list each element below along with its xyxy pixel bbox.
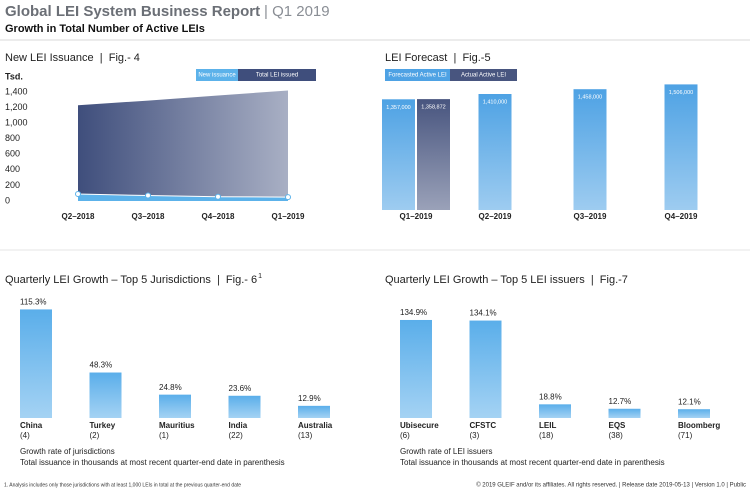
point xyxy=(75,190,81,197)
report-period: | Q1 2019 xyxy=(264,3,330,20)
y-tick-label: 600 xyxy=(5,149,20,159)
y-tick-label: 1,400 xyxy=(5,86,28,96)
value-label: 1,458,000 xyxy=(578,95,602,101)
x-tick-label: EQS xyxy=(609,421,627,430)
value-label: 12.7% xyxy=(609,397,632,406)
x-tick-sublabel: (1) xyxy=(159,431,169,440)
x-tick-label: Mauritius xyxy=(159,421,195,430)
value-label: 12.1% xyxy=(678,397,701,406)
bar xyxy=(20,309,52,418)
value-label: 115.3% xyxy=(20,298,47,307)
value-label: 48.3% xyxy=(90,361,113,370)
value-label: 1,506,000 xyxy=(669,90,693,96)
x-tick-sublabel: (3) xyxy=(470,431,480,440)
x-tick-label: CFSTC xyxy=(470,421,497,430)
x-tick-sublabel: (18) xyxy=(539,431,554,440)
point xyxy=(285,194,291,201)
x-tick-label: India xyxy=(229,421,248,430)
x-tick-label: China xyxy=(20,421,43,430)
legend-label: Total LEI issued xyxy=(256,73,298,79)
y-tick-label: 800 xyxy=(5,133,20,143)
x-tick-sublabel: (2) xyxy=(90,431,100,440)
x-tick-sublabel: (38) xyxy=(609,431,624,440)
bar xyxy=(417,99,450,210)
value-label: 1,410,000 xyxy=(483,99,507,105)
x-tick-label: Ubisecure xyxy=(400,421,439,430)
x-tick-label: Turkey xyxy=(90,421,116,430)
area xyxy=(78,193,288,201)
x-tick-label: Q3–2019 xyxy=(574,212,607,221)
x-tick-label: Q1–2019 xyxy=(272,212,305,221)
bar xyxy=(89,372,122,418)
x-tick-label: Q4–2019 xyxy=(665,212,698,221)
bar xyxy=(664,84,698,210)
footnote: 1. Analysis includes only those jurisdic… xyxy=(4,482,241,488)
legend-label: New issuance xyxy=(198,73,236,79)
x-tick-label: LEIL xyxy=(539,421,556,430)
chart-title: New LEI Issuance | Fig.- 4 xyxy=(5,52,140,64)
line xyxy=(77,193,289,198)
footer: © 2019 GLEIF and/or its affiliates. All … xyxy=(476,482,746,489)
y-tick-label: 1,200 xyxy=(5,102,28,112)
chart-title: Quarterly LEI Growth – Top 5 Jurisdictio… xyxy=(5,274,257,286)
x-tick-label: Q2–2018 xyxy=(62,212,95,221)
legend-swatch xyxy=(385,69,450,81)
bar xyxy=(678,409,710,418)
x-tick-label: Q2–2019 xyxy=(479,212,512,221)
value-label: 1,358,872 xyxy=(421,105,445,111)
value-label: 18.8% xyxy=(539,392,562,401)
x-tick-label: Q4–2018 xyxy=(202,212,235,221)
note: Growth rate of jurisdictions xyxy=(20,447,115,456)
x-tick-label: Q3–2018 xyxy=(132,212,165,221)
y-tick-label: 1,000 xyxy=(5,118,28,128)
x-tick-label: Australia xyxy=(298,421,333,430)
legend-label: Actual Active LEI xyxy=(461,73,506,79)
x-tick-sublabel: (71) xyxy=(678,431,693,440)
y-tick-label: 0 xyxy=(5,195,10,205)
x-tick-label: Bloomberg xyxy=(678,421,720,430)
note: Total issuance in thousands at most rece… xyxy=(400,458,665,467)
bar xyxy=(400,319,432,418)
x-tick-sublabel: (6) xyxy=(400,431,410,440)
bar xyxy=(539,404,571,418)
x-tick-sublabel: (4) xyxy=(20,431,30,440)
x-tick-sublabel: (22) xyxy=(229,431,244,440)
point xyxy=(215,193,221,200)
bar xyxy=(298,405,330,418)
y-tick-label: 200 xyxy=(5,180,20,190)
legend-label: Forecasted Active LEI xyxy=(388,73,447,79)
chart-title: LEI Forecast | Fig.-5 xyxy=(385,52,491,64)
bar xyxy=(478,94,512,210)
bar xyxy=(469,320,502,418)
legend-swatch xyxy=(450,69,517,81)
bar xyxy=(228,395,261,418)
legend-swatch xyxy=(238,69,316,81)
area xyxy=(78,90,288,201)
value-label: 134.1% xyxy=(470,309,497,318)
bar xyxy=(573,89,607,210)
point xyxy=(145,192,151,199)
report-subtitle: Growth in Total Number of Active LEIs xyxy=(5,23,205,35)
value-label: 134.9% xyxy=(400,308,427,317)
value-label: 24.8% xyxy=(159,383,182,392)
title-superscript: 1 xyxy=(258,273,262,280)
bar xyxy=(608,408,641,418)
chart-title: Quarterly LEI Growth – Top 5 LEI issuers… xyxy=(385,274,628,286)
bar xyxy=(159,394,191,418)
x-tick-label: Q1–2019 xyxy=(400,212,433,221)
note: Growth rate of LEI issuers xyxy=(400,447,492,456)
y-axis-label: Tsd. xyxy=(5,71,23,81)
value-label: 12.9% xyxy=(298,394,321,403)
note: Total issuance in thousands at most rece… xyxy=(20,458,285,467)
report-title: Global LEI System Business Report xyxy=(5,3,260,20)
y-tick-label: 400 xyxy=(5,164,20,174)
x-tick-sublabel: (13) xyxy=(298,431,313,440)
legend-swatch xyxy=(196,69,238,81)
value-label: 23.6% xyxy=(229,384,252,393)
value-label: 1,357,000 xyxy=(386,105,410,111)
bar xyxy=(382,99,415,210)
